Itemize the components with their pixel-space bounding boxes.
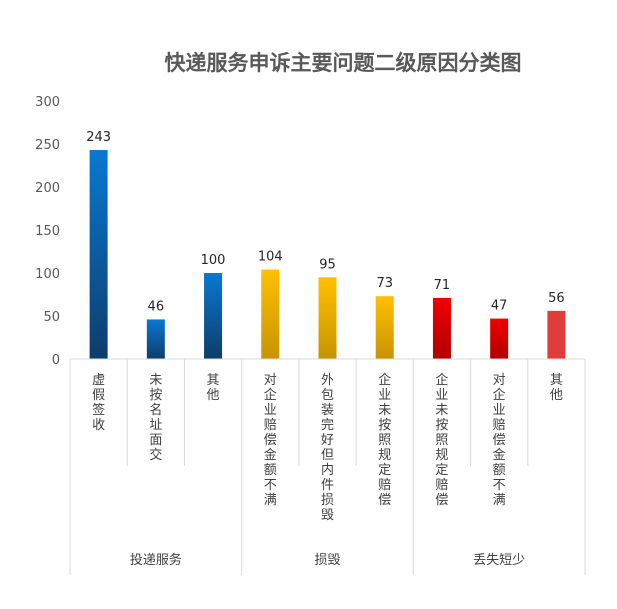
bar [490,318,509,359]
data-label: 47 [491,299,508,314]
group-labels: 投递服务 损毁 丢失短少 [130,552,525,568]
bar [432,297,451,359]
bar [261,269,280,359]
category-label: 企业未按照规定赔偿 [435,372,448,508]
category-label: 未按名址面交 [149,373,162,463]
category-label: 虚假签收 [92,373,105,433]
data-label: 46 [148,299,165,314]
bar [204,273,223,359]
category-label: 外包装完好但内件损毁 [321,373,334,523]
data-label: 95 [319,257,336,272]
group-label: 丢失短少 [473,553,525,568]
category-label: 其他 [207,373,220,403]
data-label: 243 [86,130,111,145]
y-tick-label: 300 [35,95,60,110]
category-label: 对企业赔偿金额不满 [493,373,506,508]
axes [69,358,586,575]
group-label: 投递服务 [130,552,182,568]
bar [318,277,337,359]
bar [547,310,566,359]
category-label: 企业未按照规定赔偿 [378,372,391,508]
y-axis-ticks: 0 50 100 150 200 250 300 [35,95,60,368]
y-tick-label: 100 [35,267,60,282]
y-tick-label: 200 [35,181,60,196]
category-labels: 虚假签收 未按名址面交 其他 对企业赔偿金额不满 外包装完好但内件损毁 企业未按照规定赔偿… [92,372,563,523]
y-tick-label: 0 [52,353,60,368]
data-label: 73 [376,276,393,291]
bar [146,319,165,359]
data-label: 100 [201,253,226,268]
data-label: 56 [548,291,565,306]
data-label: 104 [258,250,283,265]
bar [375,296,394,359]
category-label: 其他 [550,373,563,403]
chart-title: 快递服务申诉主要问题二级原因分类图 [165,50,522,75]
y-tick-label: 250 [35,138,60,153]
data-label: 71 [434,278,451,293]
data-labels: 243 46 100 104 95 73 71 47 56 [86,130,564,314]
category-label: 对企业赔偿金额不满 [264,373,277,508]
bars [89,150,566,359]
group-label: 损毁 [314,553,340,568]
y-tick-label: 150 [35,224,60,239]
y-tick-label: 50 [43,310,60,325]
bar [89,150,108,359]
